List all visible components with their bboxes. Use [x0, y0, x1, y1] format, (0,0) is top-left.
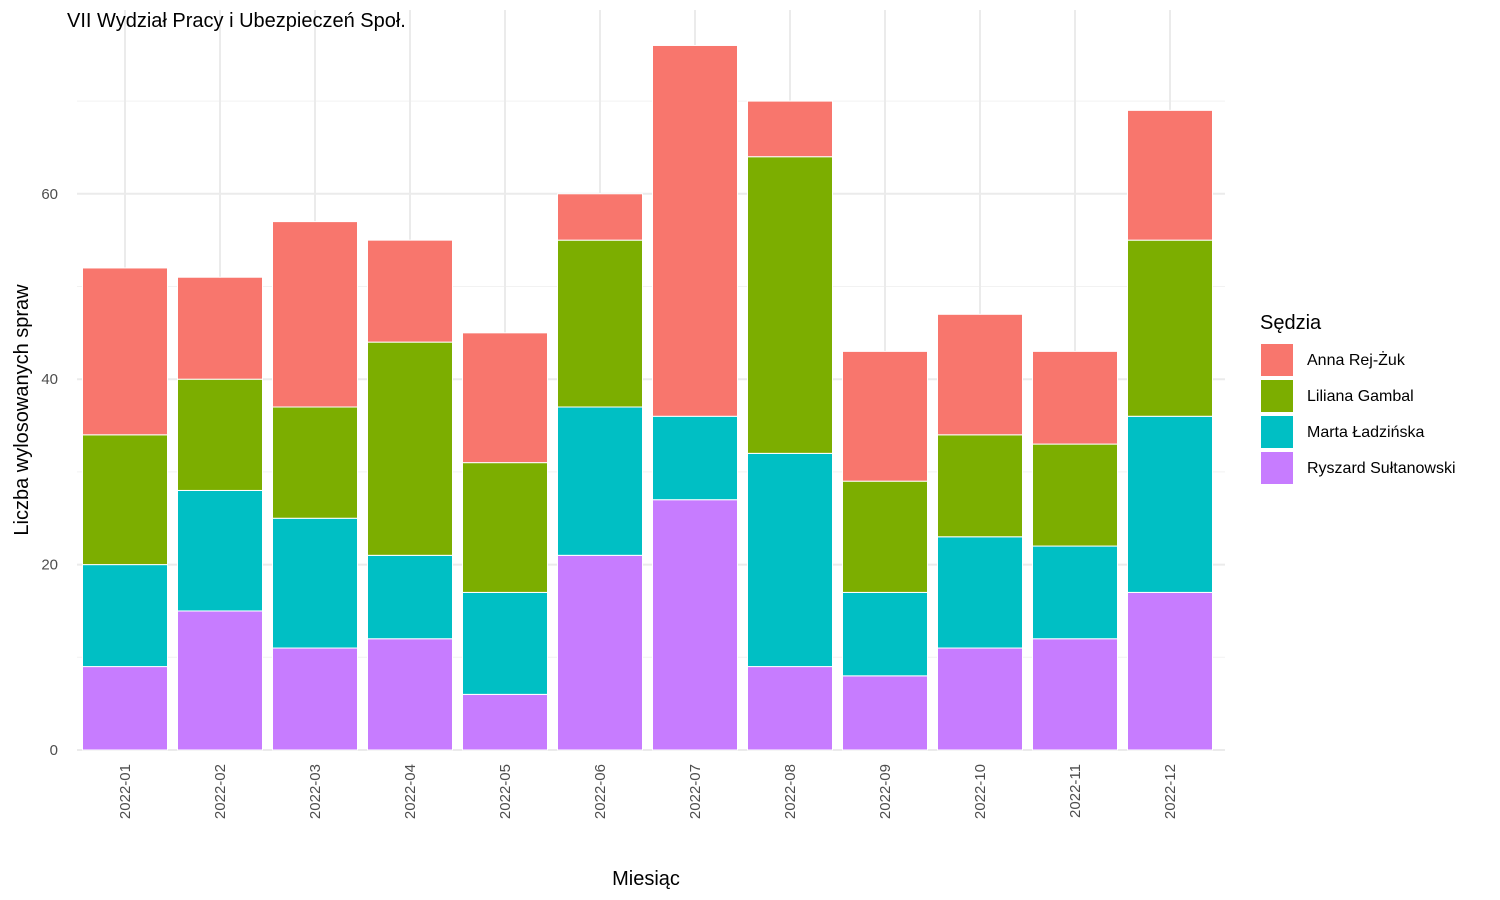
- x-tick-label: 2022-09: [877, 764, 894, 819]
- bar-segment: [557, 406, 643, 556]
- bar-segment: [937, 536, 1023, 649]
- bar-segment: [82, 666, 168, 751]
- legend-label: Anna Rej-Żuk: [1307, 350, 1406, 369]
- x-tick-label: 2022-04: [402, 764, 419, 819]
- bar-segment: [82, 564, 168, 668]
- legend-swatch: [1261, 452, 1293, 484]
- bar-segment: [747, 452, 833, 668]
- bar-segment: [367, 239, 453, 343]
- legend: Sędzia Anna Rej-Żuk Liliana Gambal Marta Ł…: [1260, 312, 1456, 484]
- bar-segment: [272, 221, 358, 408]
- bar-segment: [1032, 638, 1118, 751]
- bar-segment: [462, 591, 548, 695]
- chart-title: VII Wydział Pracy i Ubezpieczeń Społ.: [67, 10, 406, 32]
- legend-swatch: [1261, 344, 1293, 376]
- bar-segment: [1032, 545, 1118, 640]
- bar-segment: [747, 156, 833, 454]
- bar-segment: [1127, 415, 1213, 593]
- legend-label: Ryszard Sułtanowski: [1307, 460, 1456, 477]
- bar-segment: [937, 313, 1023, 436]
- bar-segment: [557, 239, 643, 408]
- bar-segment: [462, 462, 548, 593]
- bar-segment: [272, 406, 358, 519]
- bar-segment: [272, 647, 358, 751]
- bar-segment: [557, 193, 643, 241]
- bar-segment: [367, 341, 453, 556]
- bar-segment: [82, 434, 168, 566]
- bar-segment: [177, 276, 263, 380]
- legend-items: Anna Rej-Żuk Liliana Gambal Marta Ładzińsk…: [1261, 344, 1456, 484]
- bar-segment: [842, 591, 928, 677]
- bar-segment: [82, 267, 168, 436]
- x-tick-label: 2022-03: [307, 764, 324, 819]
- bar-segment: [177, 610, 263, 751]
- bar-segment: [747, 100, 833, 158]
- y-axis-title: Liczba wylosowanych spraw: [11, 284, 33, 536]
- bar-segment: [652, 44, 738, 417]
- bar-segment: [367, 554, 453, 640]
- legend-title: Sędzia: [1260, 312, 1322, 334]
- bar-segment: [747, 666, 833, 751]
- x-tick-label: 2022-10: [972, 764, 989, 819]
- x-tick-label: 2022-11: [1067, 764, 1084, 818]
- bar-segment: [462, 332, 548, 464]
- bars: [82, 44, 1213, 751]
- bar-segment: [1032, 350, 1118, 445]
- bar-segment: [652, 415, 738, 501]
- y-axis-ticks: 0 20 40 60: [41, 186, 58, 759]
- bar-segment: [937, 647, 1023, 751]
- bar-segment: [937, 434, 1023, 538]
- bar-segment: [367, 638, 453, 751]
- x-axis-ticks: 2022-01 2022-02 2022-03 2022-04 2022-05 2022-…: [117, 764, 1179, 819]
- bar-segment: [1032, 443, 1118, 547]
- y-tick-label: 20: [41, 557, 58, 574]
- bar-segment: [177, 378, 263, 491]
- x-tick-label: 2022-12: [1162, 764, 1179, 819]
- legend-label: Liliana Gambal: [1307, 388, 1414, 405]
- legend-label: Marta Ładzińska: [1307, 424, 1424, 441]
- x-tick-label: 2022-02: [212, 764, 229, 819]
- x-axis-title: Miesiąc: [612, 868, 680, 890]
- bar-segment: [557, 554, 643, 751]
- bar-segment: [842, 480, 928, 593]
- bar-segment: [272, 517, 358, 649]
- x-tick-label: 2022-06: [592, 764, 609, 819]
- x-tick-label: 2022-07: [687, 764, 704, 819]
- bar-segment: [1127, 591, 1213, 751]
- y-tick-label: 40: [41, 371, 58, 388]
- bar-segment: [462, 693, 548, 751]
- y-tick-label: 60: [41, 186, 58, 203]
- bar-segment: [842, 350, 928, 482]
- x-tick-label: 2022-01: [117, 764, 134, 819]
- x-tick-label: 2022-08: [782, 764, 799, 819]
- y-tick-label: 0: [50, 742, 58, 759]
- legend-swatch: [1261, 380, 1293, 412]
- bar-segment: [177, 489, 263, 612]
- bar-segment: [1127, 239, 1213, 417]
- bar-segment: [842, 675, 928, 751]
- bar-segment: [652, 499, 738, 751]
- x-tick-label: 2022-05: [497, 764, 514, 819]
- bar-segment: [1127, 109, 1213, 241]
- legend-swatch: [1261, 416, 1293, 448]
